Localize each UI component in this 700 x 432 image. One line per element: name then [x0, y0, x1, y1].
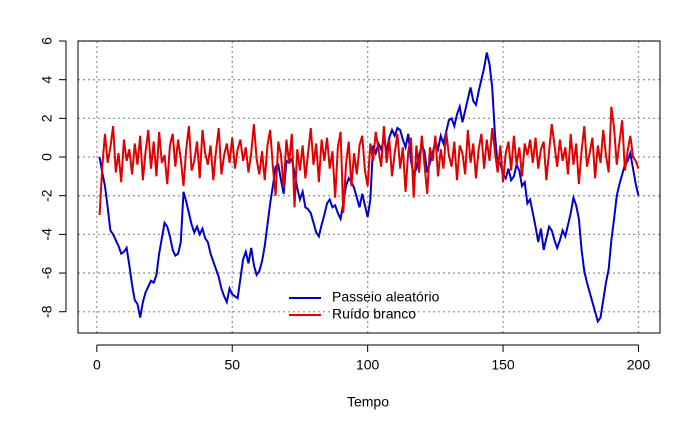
y-tick-label: -8	[39, 305, 55, 318]
x-tick-label: 100	[356, 357, 380, 373]
legend-label: Ruído branco	[332, 306, 416, 322]
x-tick-label: 50	[224, 357, 240, 373]
y-tick-label: -2	[39, 189, 55, 202]
series-line	[98, 52, 640, 324]
y-tick-label: 2	[39, 114, 55, 122]
y-tick-label: -6	[39, 267, 55, 280]
y-tick-label: 0	[39, 153, 55, 161]
x-tick-label: 0	[93, 357, 101, 373]
legend-label: Passeio aleatório	[332, 289, 440, 305]
series-line	[98, 106, 640, 216]
x-tick-label: 150	[491, 357, 515, 373]
x-tick-label: 200	[627, 357, 651, 373]
plot-box	[77, 40, 661, 334]
y-tick-label: 6	[39, 37, 55, 45]
y-tick-label: 4	[39, 76, 55, 84]
y-tick-label: -4	[39, 228, 55, 241]
x-axis-label: Tempo	[347, 394, 389, 410]
